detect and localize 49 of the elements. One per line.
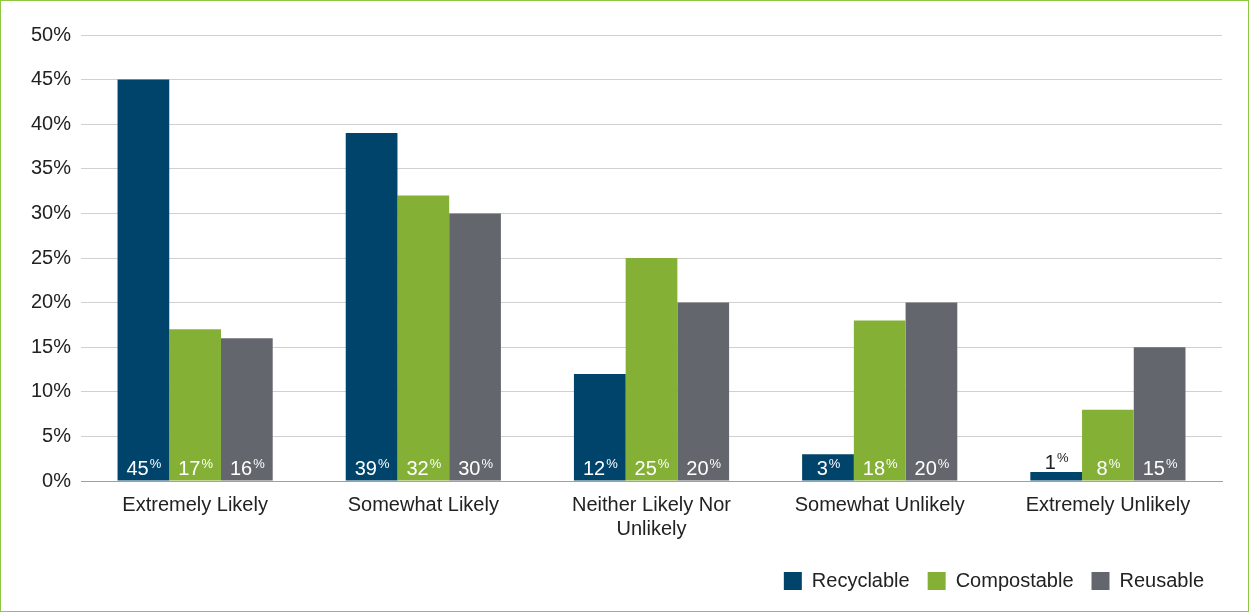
legend-label: Recyclable [811, 568, 910, 591]
bar [1030, 472, 1083, 481]
data-label: 20% [914, 455, 950, 479]
data-label: 45% [126, 455, 162, 479]
data-label: 30% [458, 455, 494, 479]
y-tick-label: 30% [31, 200, 72, 223]
y-tick-label: 15% [31, 334, 72, 357]
legend-label: Compostable [955, 568, 1074, 591]
y-tick-label: 50% [31, 22, 72, 45]
data-label: 12% [582, 455, 619, 479]
data-label: 20% [686, 455, 722, 479]
bar [625, 258, 678, 481]
data-label: 39% [354, 455, 390, 479]
bar [1133, 347, 1186, 481]
x-tick-label: Extremely Likely [122, 492, 268, 515]
bar [449, 213, 501, 481]
data-label: 18% [862, 455, 899, 479]
y-tick-label: 0% [42, 468, 72, 491]
bar [220, 338, 273, 481]
y-tick-label: 35% [31, 156, 72, 179]
data-label: 17% [178, 455, 214, 479]
x-tick-label: Somewhat Unlikely [794, 492, 965, 515]
bar [853, 320, 906, 481]
bar [169, 329, 221, 481]
data-label: 15% [1142, 455, 1178, 479]
bar [802, 454, 854, 481]
x-tick-label: Neither Likely Nor Unlikely [572, 492, 732, 539]
bar [117, 79, 170, 481]
y-tick-label: 5% [42, 423, 72, 446]
data-label: 16% [229, 455, 266, 479]
y-tick-label: 10% [31, 379, 72, 402]
x-tick-label: Somewhat Likely [347, 492, 499, 515]
data-label: 8% [1096, 455, 1121, 479]
y-tick-label: 45% [31, 67, 72, 90]
bar [1082, 409, 1134, 481]
data-label: 32% [406, 455, 442, 479]
y-tick-label: 25% [31, 245, 72, 268]
y-tick-label: 20% [31, 290, 72, 313]
bar [677, 302, 730, 481]
x-tick-label: Extremely Unlikely [1025, 492, 1191, 515]
bar [345, 133, 398, 481]
bar [397, 195, 450, 481]
data-label: 1% [1044, 450, 1069, 474]
legend-label: Reusable [1119, 568, 1205, 591]
data-label: 3% [816, 455, 841, 479]
bar [905, 302, 958, 481]
bar [573, 373, 626, 481]
y-tick-label: 40% [31, 111, 72, 134]
data-label: 25% [634, 455, 670, 479]
